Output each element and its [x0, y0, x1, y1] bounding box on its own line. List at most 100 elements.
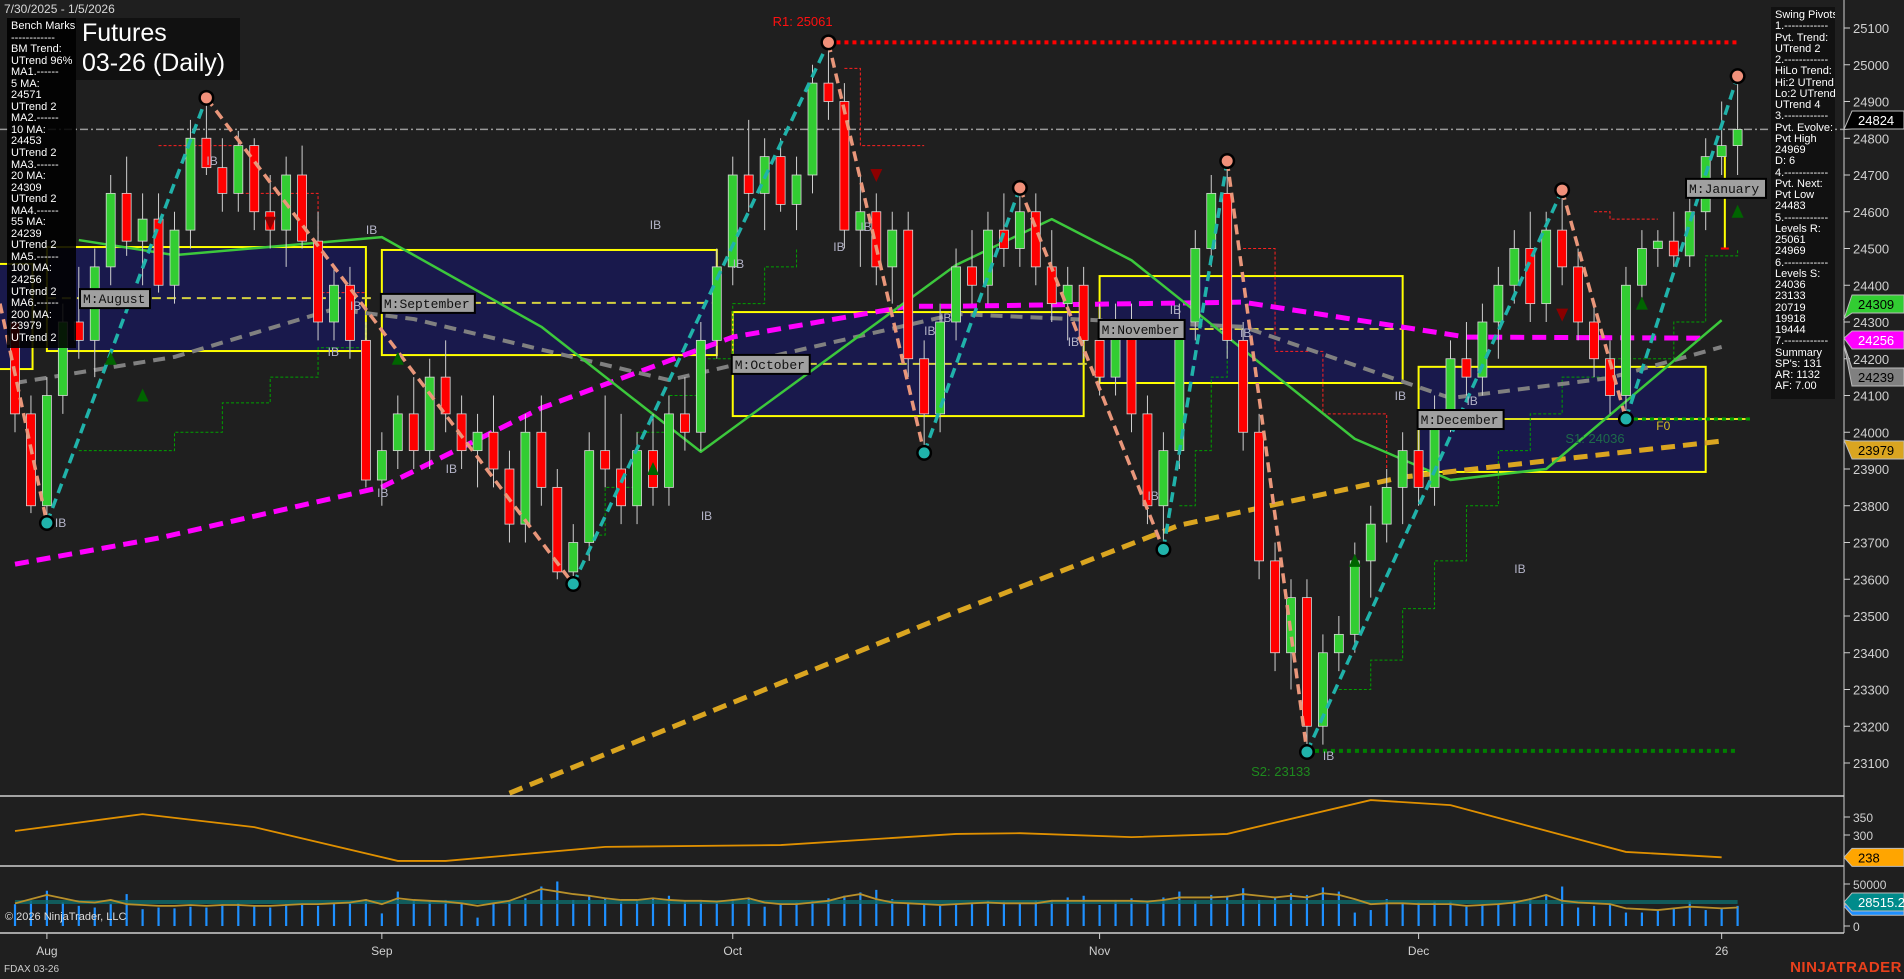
s1-label: S1: 24036 [1565, 431, 1624, 446]
candle-body-down [680, 413, 690, 433]
swing-low-marker [1155, 541, 1172, 558]
candle-body-down [1461, 358, 1472, 378]
ib-label: IB [1147, 489, 1158, 503]
candle [935, 303, 945, 433]
ib-label: IB [860, 220, 871, 234]
pivot-dot [41, 517, 53, 529]
trailing-stop-short [1594, 211, 1658, 220]
candle [823, 42, 834, 120]
candle [1238, 322, 1249, 451]
candle-body-down [999, 229, 1009, 249]
swing-low-marker [1617, 411, 1634, 428]
candle-body-down [1046, 266, 1057, 305]
candle [1206, 175, 1217, 267]
candle-body-up [392, 413, 403, 452]
candle-body-up [1493, 284, 1504, 323]
candle [472, 413, 483, 488]
candle-body-up [1349, 560, 1360, 635]
candle-body-up [520, 431, 531, 525]
candle-body-down [297, 174, 308, 242]
candle-body-up [727, 174, 738, 268]
ib-label: IB [350, 299, 361, 313]
volume-tick-label: 0 [1853, 920, 1860, 934]
candle [392, 395, 403, 469]
candle [536, 395, 547, 506]
bench-line: UTrend 2 [11, 239, 57, 252]
candle [1254, 413, 1264, 580]
swing-high-marker [1729, 68, 1746, 85]
price-tag: 24239 [1843, 344, 1904, 387]
x-tick-label: Aug [36, 944, 57, 958]
candle [265, 175, 276, 249]
trailing-stop-short [844, 67, 925, 147]
swing-line: Summary [1775, 346, 1823, 359]
candle-body-down [1589, 321, 1599, 360]
candle-body-down [903, 229, 914, 360]
candle [42, 377, 52, 524]
candle-body-down [408, 413, 419, 452]
indicator-value-tag-shape [1843, 847, 1904, 867]
y-tick-label: 23800 [1853, 499, 1889, 514]
ib-label: IB [1395, 389, 1406, 403]
volume-panel [13, 881, 1739, 926]
candle [1477, 303, 1488, 396]
candle [1094, 303, 1105, 396]
candle-body-down [1254, 431, 1264, 562]
candle-body-down [360, 339, 371, 481]
price-tag-shape [1843, 294, 1904, 320]
price-tag-text: 24309 [1858, 297, 1894, 312]
candle-body-down [1668, 240, 1679, 257]
swing-line: 5.------------ [1775, 211, 1829, 224]
candle-body-down [1557, 229, 1568, 268]
candle-body-up [105, 192, 116, 268]
swing-line: AF: 7.00 [1775, 380, 1817, 393]
pivot-dot [1157, 543, 1169, 555]
trailing-stop-short [1243, 248, 1388, 469]
swing-zigzag [0, 34, 1746, 760]
swing-line: 19444 [1775, 324, 1806, 336]
candle-body-down [1413, 450, 1424, 488]
candle [807, 64, 818, 194]
bench-line: UTrend 2 [11, 331, 57, 344]
swing-line: Levels R: [1775, 222, 1821, 235]
bench-line: MA3.------ [11, 158, 59, 171]
buy-signal-triangle [391, 351, 404, 365]
candle-body-down [121, 192, 132, 242]
pivot-dot [1732, 70, 1744, 82]
bench-line: UTrend 96% [11, 54, 73, 67]
candle-body-up [1541, 229, 1552, 305]
candle [983, 211, 993, 304]
bench-marks-panel: Bench Marks ------------ BM Trend: UTrend 9… [7, 18, 76, 349]
y-tick-label: 23200 [1853, 719, 1889, 734]
candle [169, 211, 180, 304]
candle [297, 145, 308, 249]
candle [1716, 101, 1727, 175]
swing-line: 2.------------ [1775, 54, 1829, 66]
zigzag-down-leg [205, 96, 575, 586]
ib-label: IB [940, 311, 951, 325]
candle [680, 377, 690, 451]
candle [1078, 266, 1089, 359]
candle [903, 211, 914, 378]
candle-body-up [983, 229, 993, 286]
s2-label: S2: 23133 [1251, 764, 1310, 779]
ma100-line [14, 299, 1706, 567]
y-tick-label: 24000 [1853, 425, 1889, 440]
candle-body-down [823, 82, 834, 102]
candle-body-down [967, 266, 977, 286]
candle-body-down [839, 101, 850, 231]
indicator-tick-label: 300 [1853, 829, 1873, 843]
indicator-line [14, 799, 1722, 862]
price-tag-shape [1843, 439, 1904, 460]
candle-body-down [743, 174, 754, 194]
candle [791, 156, 802, 231]
zigzag-down-leg [826, 41, 926, 454]
buy-signal-triangle [104, 351, 117, 365]
y-tick-label: 24900 [1853, 95, 1889, 110]
candle [1525, 211, 1536, 322]
candle [313, 211, 323, 341]
candle-body-up [1621, 284, 1631, 396]
candle-body-down [1238, 339, 1249, 433]
ib-label: IB [1068, 335, 1079, 349]
candle-body-down [345, 284, 355, 341]
